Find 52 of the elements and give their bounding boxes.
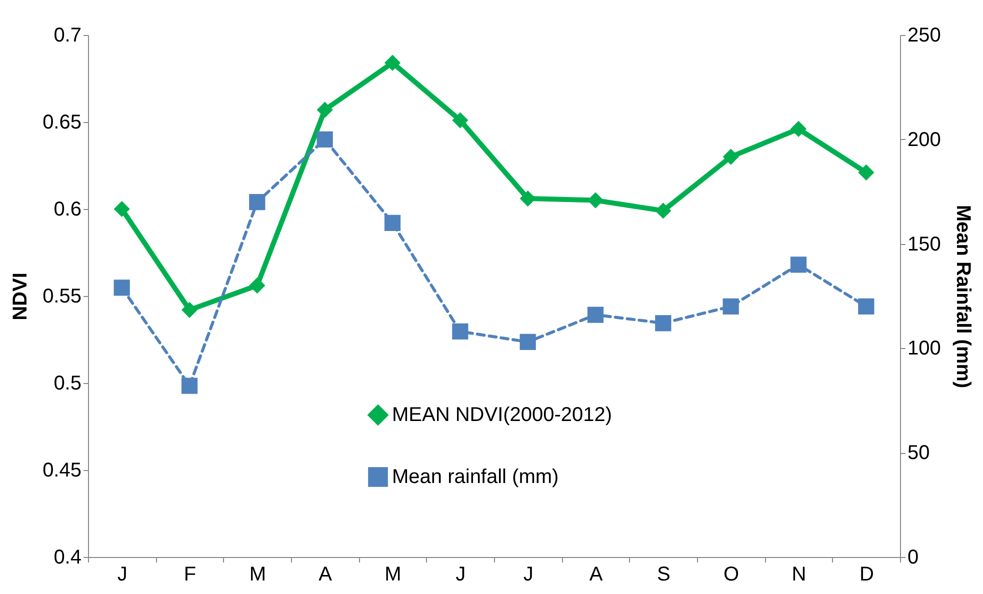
x-tick-label: M — [384, 564, 402, 586]
y2-tick-label: 250 — [908, 24, 941, 46]
x-tick-label: D — [859, 564, 874, 586]
point — [181, 302, 198, 318]
y-tick-label: 0.7 — [54, 24, 82, 46]
point — [722, 298, 739, 315]
y-tick-label: 0.55 — [42, 286, 82, 308]
point — [384, 214, 401, 231]
x-tick-label: F — [184, 564, 196, 586]
point — [587, 306, 604, 323]
x-tick-label: A — [318, 564, 333, 586]
y2-tick-label: 150 — [908, 233, 941, 256]
point — [452, 323, 468, 340]
point — [722, 148, 739, 165]
point — [520, 334, 536, 350]
y-tick-label: 0.4 — [54, 546, 82, 568]
y-tick-label: 0.45 — [42, 460, 82, 482]
y-tick-label: 0.6 — [54, 198, 82, 220]
point — [249, 194, 266, 210]
point — [790, 120, 807, 138]
x-tick-label: J — [523, 564, 534, 586]
point — [858, 298, 874, 315]
point — [181, 378, 198, 394]
x-tick-label: A — [589, 564, 604, 586]
y-tick-label: 0.65 — [42, 112, 82, 134]
point — [114, 280, 130, 296]
point — [452, 112, 468, 128]
x-tick-label: J — [456, 564, 466, 586]
y2-axis-title: Mean Rainfall (mm) — [952, 204, 974, 388]
point — [316, 102, 333, 118]
legend-label: MEAN NDVI(2000-2012) — [392, 404, 612, 426]
y-tick-label: 0.5 — [54, 372, 82, 394]
y2-tick-label: 200 — [908, 128, 941, 151]
y2-tick-label: 0 — [908, 546, 919, 568]
x-tick-label: O — [724, 564, 740, 586]
point — [520, 190, 536, 207]
x-tick-label: M — [249, 564, 266, 586]
point — [316, 131, 333, 148]
point — [249, 278, 266, 294]
point — [114, 200, 130, 218]
legend-label: Mean rainfall (mm) — [392, 466, 559, 488]
y2-tick-label: 50 — [908, 442, 930, 464]
x-tick-label: S — [656, 564, 670, 586]
point — [655, 202, 672, 219]
y-axis-title: NDVI — [10, 272, 32, 320]
y2-tick-label: 100 — [908, 338, 941, 360]
point — [790, 256, 807, 273]
point — [384, 54, 401, 71]
x-tick-label: N — [792, 564, 806, 586]
point — [858, 164, 874, 181]
point — [655, 315, 672, 332]
x-tick-label: J — [117, 564, 128, 586]
